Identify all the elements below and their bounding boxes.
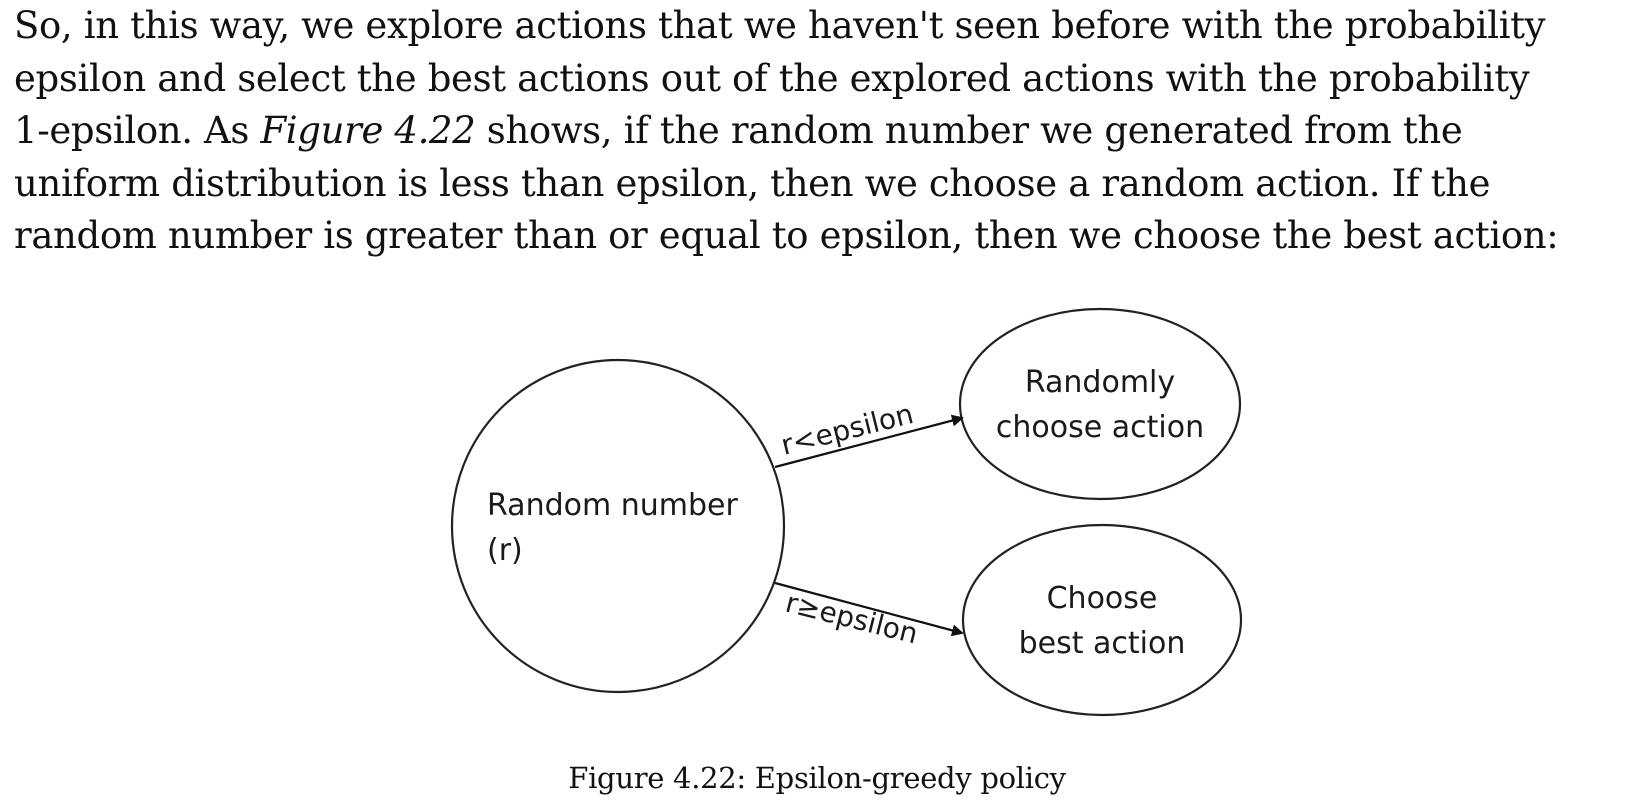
- edge-to-random-action: [774, 414, 964, 469]
- paragraph-line-4: uniform distribution is less than epsilo…: [14, 161, 1491, 205]
- random-number-node: [450, 358, 786, 694]
- figure-caption: Figure 4.22: Epsilon-greedy policy: [568, 761, 1066, 795]
- paragraph-line-2: epsilon and select the best actions out …: [14, 56, 1530, 100]
- figure-reference: Figure 4.22: [260, 109, 476, 152]
- randomly-choose-action-label-line-1: Randomly: [1025, 365, 1175, 400]
- paragraph-line-3-start: 1-epsilon. As: [14, 109, 261, 152]
- paragraph-line-3-end: shows, if the random number we generated…: [475, 109, 1463, 152]
- choose-best-action-node: [961, 523, 1243, 717]
- edge-to-best-action: [774, 581, 964, 637]
- randomly-choose-action-node: [958, 307, 1242, 501]
- random-number-label-line-2: (r): [487, 533, 523, 568]
- random-number-label-line-1: Random number: [487, 488, 738, 523]
- choose-best-action-label-line-1: Choose: [1047, 581, 1158, 616]
- edge-label-less-than-epsilon: r<epsilon: [778, 397, 917, 462]
- paragraph-line-5: random number is greater than or equal t…: [14, 214, 1559, 257]
- edge-label-greater-equal-epsilon: r≥epsilon: [782, 586, 921, 651]
- body-paragraph: So, in this way, we explore actions that…: [14, 0, 1629, 263]
- paragraph-line-3: 1-epsilon. As Figure 4.22 shows, if the …: [14, 105, 1629, 158]
- choose-best-action-label-line-2: best action: [1019, 626, 1186, 661]
- paragraph-line-1: So, in this way, we explore actions that…: [14, 4, 1546, 47]
- randomly-choose-action-label-line-2: choose action: [996, 410, 1204, 445]
